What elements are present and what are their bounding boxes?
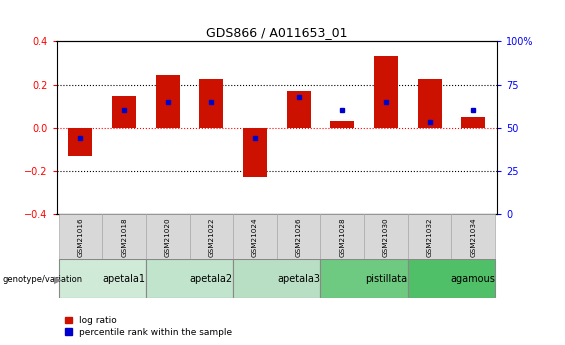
Bar	[320, 214, 364, 260]
Bar	[112, 96, 136, 128]
Text: GSM21028: GSM21028	[340, 217, 345, 257]
Text: GSM21032: GSM21032	[427, 217, 433, 257]
Title: GDS866 / A011653_01: GDS866 / A011653_01	[206, 26, 347, 39]
Bar	[408, 214, 451, 260]
Bar	[146, 259, 233, 298]
Bar	[59, 259, 146, 298]
Bar	[102, 214, 146, 260]
Bar	[277, 214, 320, 260]
Bar	[146, 214, 190, 260]
Bar	[374, 57, 398, 128]
Bar	[233, 214, 277, 260]
Text: GSM21022: GSM21022	[208, 217, 214, 257]
Legend: log ratio, percentile rank within the sample: log ratio, percentile rank within the sa…	[61, 313, 236, 341]
Bar	[451, 214, 495, 260]
Bar	[190, 214, 233, 260]
Text: genotype/variation: genotype/variation	[3, 275, 83, 284]
Bar	[320, 259, 408, 298]
Text: apetala3: apetala3	[277, 274, 320, 284]
Text: GSM21024: GSM21024	[252, 217, 258, 257]
Text: GSM21016: GSM21016	[77, 217, 84, 257]
Bar	[418, 79, 442, 128]
Text: GSM21018: GSM21018	[121, 217, 127, 257]
Bar	[233, 259, 320, 298]
Bar	[59, 214, 102, 260]
Bar	[364, 214, 408, 260]
Text: GSM21034: GSM21034	[470, 217, 476, 257]
Bar	[286, 91, 311, 128]
Text: pistillata: pistillata	[365, 274, 407, 284]
Text: GSM21026: GSM21026	[295, 217, 302, 257]
Bar	[156, 75, 180, 128]
Bar	[68, 128, 93, 156]
Text: GSM21020: GSM21020	[165, 217, 171, 257]
Text: apetala2: apetala2	[190, 274, 233, 284]
Bar	[199, 79, 223, 128]
Bar	[461, 117, 485, 128]
Text: apetala1: apetala1	[103, 274, 146, 284]
Text: ▶: ▶	[54, 275, 62, 284]
Bar	[243, 128, 267, 177]
Bar	[331, 121, 354, 128]
Text: GSM21030: GSM21030	[383, 217, 389, 257]
Bar	[408, 259, 495, 298]
Text: agamous: agamous	[451, 274, 496, 284]
